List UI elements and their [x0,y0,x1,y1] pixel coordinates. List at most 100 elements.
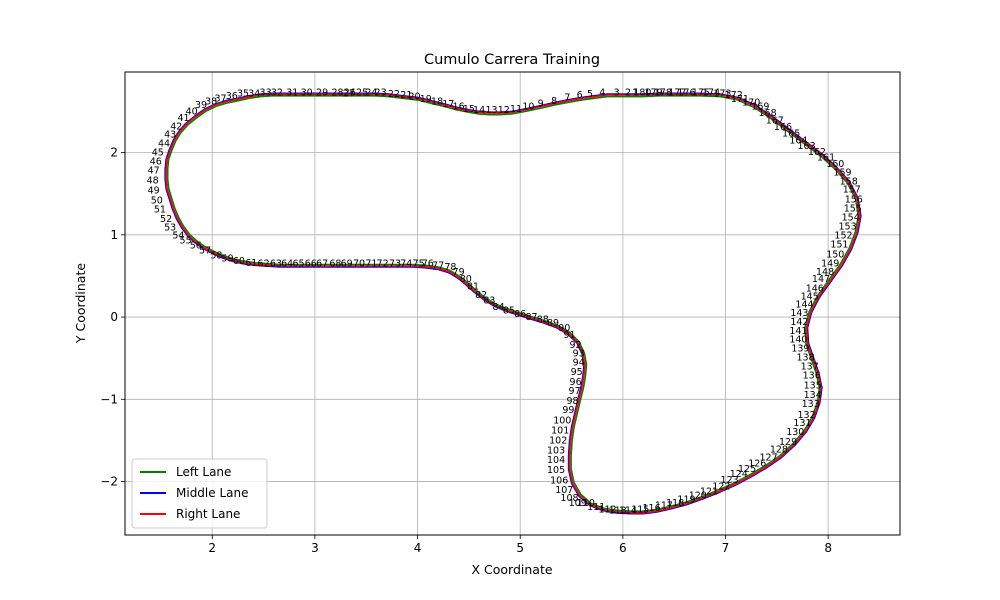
waypoint-label: 107 [555,485,573,496]
plot-frame [124,71,901,536]
y-tick-label: −1 [100,392,118,406]
waypoint-label: 80 [460,274,472,285]
waypoint-label: 82 [475,290,487,301]
legend-label-left-lane: Left Lane [176,465,231,479]
waypoint-label: 162 [808,147,826,158]
waypoint-label: 124 [730,469,748,480]
waypoint-label: 127 [760,453,778,464]
waypoint-label: 168 [759,108,777,119]
waypoint-label: 110 [577,498,595,509]
waypoint-label: 167 [766,116,784,127]
waypoint-label: 47 [148,166,160,177]
waypoint-label: 20 [408,92,420,103]
waypoint-label: 115 [631,505,649,516]
waypoint-label: 171 [731,94,749,105]
waypoint-label: 92 [570,340,582,351]
waypoint-label: 151 [830,240,848,251]
waypoint-label: 141 [789,326,807,337]
waypoint-label: 69 [341,259,353,270]
waypoint-label: 14 [473,105,485,116]
waypoint-label: 70 [353,259,365,270]
waypoint-label: 27 [343,88,355,99]
waypoint-label: 94 [573,357,585,368]
waypoint-label: 101 [551,426,569,437]
waypoint-label: 96 [570,377,582,388]
legend: Left Lane Middle Lane Right Lane [131,458,268,529]
waypoint-label: 76 [422,259,434,270]
waypoint-label: 68 [329,259,341,270]
waypoint-label: 114 [619,505,637,516]
waypoint-label: 152 [834,231,852,242]
track-lanes [164,92,862,515]
waypoint-label: 71 [365,259,377,270]
waypoint-label: 53 [164,222,176,233]
waypoint-label: 172 [725,90,743,101]
x-tick-label: 5 [516,541,524,555]
waypoint-label: 4 [599,88,605,99]
waypoint-label: 67 [316,259,328,270]
waypoint-label: 57 [199,246,211,257]
waypoint-label: 98 [566,396,578,407]
y-axis-label: Y Coordinate [73,263,88,344]
waypoint-label: 41 [177,113,189,124]
y-tick-label: 1 [110,228,118,242]
waypoint-label: 65 [292,259,304,270]
waypoint-label: 54 [172,231,184,242]
waypoint-label: 48 [147,176,159,187]
waypoint-label: 52 [160,214,172,225]
waypoint-label: 130 [786,427,804,438]
waypoint-label: 139 [791,343,809,354]
waypoint-label: 9 [538,98,544,109]
waypoint-label: 26 [344,88,356,99]
waypoint-label: 144 [795,300,813,311]
waypoint-label: 17 [442,99,454,110]
waypoint-label: 6 [577,90,583,101]
waypoint-label: 165 [782,129,800,140]
waypoint-label: 154 [842,213,860,224]
waypoint-label: 133 [802,399,820,410]
waypoint-label: 77 [432,260,444,271]
waypoint-label: 55 [180,236,192,247]
waypoint-label: 157 [843,185,861,196]
waypoint-label: 149 [821,259,839,270]
waypoint-label: 173 [713,88,731,99]
waypoint-label: 49 [148,185,160,196]
waypoint-label: 60 [233,256,245,267]
waypoint-label: 12 [498,105,510,116]
waypoint-label: 25 [356,88,368,99]
left-lane-line [166,95,860,512]
waypoint-label: 13 [485,105,497,116]
middle-lane-line [164,92,862,515]
waypoint-label: 134 [804,390,822,401]
waypoint-label: 131 [793,418,811,429]
waypoint-label: 35 [237,88,249,99]
waypoint-label: 2 [625,88,631,99]
waypoint-label: 88 [537,315,549,326]
legend-box [131,458,268,529]
waypoint-label: 30 [301,88,313,99]
waypoint-label: 112 [598,505,616,516]
waypoint-label: 93 [573,348,585,359]
waypoint-label: 83 [483,296,495,307]
waypoint-label: 46 [150,157,162,168]
y-tick-label: 2 [110,146,118,160]
waypoint-label: 90 [558,323,570,334]
waypoint-label: 111 [587,502,605,513]
waypoint-label: 123 [721,475,739,486]
waypoint-label: 126 [748,459,766,470]
waypoint-label: 102 [549,435,567,446]
waypoint-label: 32 [271,88,283,99]
waypoint-label: 38 [205,97,217,108]
waypoint-label: 61 [245,258,257,269]
waypoint-label: 135 [804,380,822,391]
waypoint-label: 120 [689,491,707,502]
waypoint-label: 59 [222,254,234,265]
waypoint-label: 89 [547,318,559,329]
waypoint-label: 150 [826,250,844,261]
waypoint-label: 117 [655,500,673,511]
waypoint-label: 145 [801,292,819,303]
waypoint-label: 148 [816,267,834,278]
x-tick-label: 7 [722,541,730,555]
right-lane-line [165,93,861,514]
